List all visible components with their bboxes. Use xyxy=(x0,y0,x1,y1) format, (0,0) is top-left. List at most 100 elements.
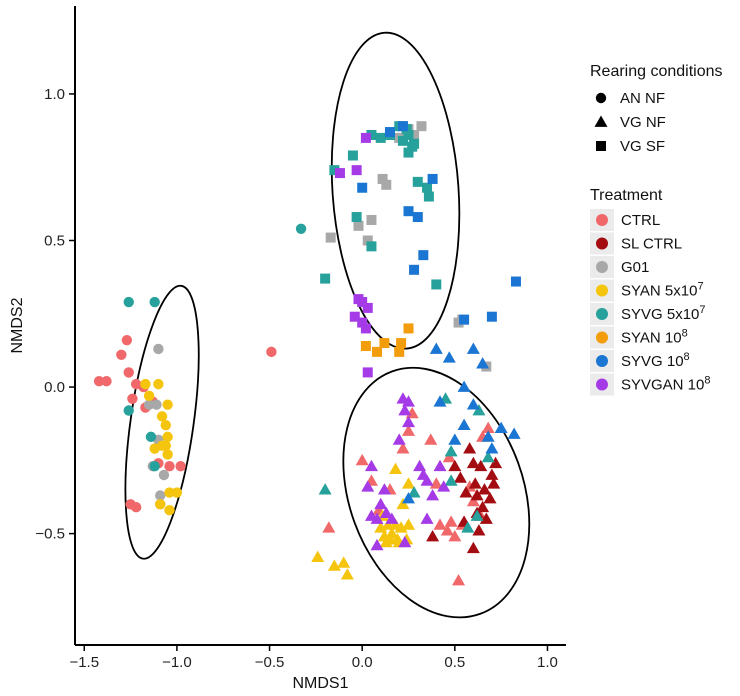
point-syvg8-triangle xyxy=(466,342,480,354)
color-legend-label: CTRL xyxy=(621,212,660,229)
y-tick-label: 0.0 xyxy=(44,379,65,396)
point-syvgan8-square xyxy=(334,168,345,179)
point-syan7-circle xyxy=(156,411,168,422)
point-syvgan8-triangle xyxy=(361,480,375,492)
point-syvg8-square xyxy=(357,182,368,193)
point-syvg8-triangle xyxy=(433,395,447,407)
point-syan7-triangle xyxy=(402,477,416,489)
x-axis-title: NMDS1 xyxy=(292,675,348,692)
point-syvg8-triangle xyxy=(476,357,490,369)
point-syvg8-triangle xyxy=(466,398,480,410)
legend-key-syan7 xyxy=(596,284,608,297)
point-syan8-square xyxy=(396,338,407,349)
point-syvgan8-triangle xyxy=(370,538,384,551)
point-syvgan8-triangle xyxy=(398,535,412,548)
ellipse-vg-sf xyxy=(330,31,461,350)
point-syvgan8-triangle xyxy=(426,489,440,501)
point-syvgan8-square xyxy=(362,367,373,378)
point-syvg8-triangle xyxy=(442,351,456,363)
point-ctrl-triangle xyxy=(440,524,454,536)
point-syvg7-square xyxy=(329,165,340,176)
point-syan7-triangle xyxy=(340,568,354,580)
point-syvgan8-triangle xyxy=(433,459,447,472)
point-ctrl-triangle xyxy=(429,477,443,489)
point-syvg8-square xyxy=(427,173,438,184)
point-syvg7-square xyxy=(422,182,433,193)
point-syvg8-square xyxy=(403,206,414,217)
point-syvg7-triangle xyxy=(318,483,332,495)
point-g01-square xyxy=(377,173,388,184)
point-syan7-triangle xyxy=(374,521,388,533)
point-slctrl-triangle xyxy=(487,477,501,489)
legend-key-syvg8 xyxy=(596,355,608,367)
point-g01-square xyxy=(381,179,392,190)
point-syvgan8-triangle xyxy=(420,512,434,524)
point-ctrl-circle xyxy=(101,375,112,387)
point-syvgan8-triangle xyxy=(385,512,399,524)
point-g01-square xyxy=(362,235,373,246)
point-ctrl-triangle xyxy=(355,453,369,466)
point-syan7-triangle xyxy=(311,550,325,562)
point-syan8-square xyxy=(379,338,390,349)
legend-key-syan8 xyxy=(596,331,608,344)
point-ctrl-circle xyxy=(266,346,277,358)
point-slctrl-triangle xyxy=(466,541,480,554)
point-slctrl-triangle xyxy=(479,512,493,524)
axes: −1.5 −1.0 −0.5 0.0 0.5 1.0 −0.5 0.0 0.5 1.0 NMDS… xyxy=(9,6,566,692)
point-syvg7-square xyxy=(397,135,408,146)
point-syan7-circle xyxy=(155,499,166,510)
point-syan8-square xyxy=(372,346,383,357)
point-syvg7-triangle xyxy=(444,445,458,457)
point-g01-square xyxy=(409,129,420,140)
point-ctrl-circle xyxy=(175,460,186,472)
color-legend-label: SYAN 5x107 xyxy=(621,281,704,300)
point-slctrl-triangle xyxy=(448,459,462,472)
point-syvgan8-triangle xyxy=(379,506,393,518)
point-syvg7-square xyxy=(351,212,362,223)
x-ticks: −1.5 −1.0 −0.5 0.0 0.5 1.0 xyxy=(69,645,558,671)
point-g01-circle xyxy=(143,399,155,410)
point-syvg8-square xyxy=(397,121,408,132)
point-slctrl-triangle xyxy=(466,456,480,469)
point-syvgan8-square xyxy=(349,311,360,322)
x-tick-label: −1.0 xyxy=(162,654,192,671)
point-slctrl-triangle xyxy=(474,459,488,472)
color-legend-label: SYAN 108 xyxy=(621,328,688,347)
point-syvg7-square xyxy=(431,279,442,290)
point-slctrl-triangle xyxy=(476,500,490,513)
point-syan7-circle xyxy=(171,487,183,498)
point-g01-circle xyxy=(153,343,164,355)
y-axis-title: NMDS2 xyxy=(9,297,26,353)
points-layer xyxy=(93,121,521,586)
point-ctrl-circle xyxy=(93,375,105,387)
point-ctrl-circle xyxy=(121,334,133,346)
point-syan7-circle xyxy=(149,443,160,454)
point-syvgan8-square xyxy=(357,317,368,328)
point-syvg7-square xyxy=(366,241,377,252)
point-ctrl-circle xyxy=(116,349,127,361)
point-syvg7-square xyxy=(366,129,377,140)
x-tick-label: −1.5 xyxy=(69,654,99,671)
x-tick-label: 0.5 xyxy=(444,654,465,671)
point-g01-square xyxy=(325,232,336,243)
point-syvgan8-square xyxy=(360,132,371,143)
color-legend-label: SYVG 5x107 xyxy=(621,304,706,323)
point-ctrl-triangle xyxy=(433,518,447,530)
point-ctrl-triangle xyxy=(322,521,336,533)
point-syvg7-circle xyxy=(149,460,160,472)
point-syvg7-triangle xyxy=(407,486,421,498)
point-syvg8-triangle xyxy=(448,433,462,445)
point-syvgan8-triangle xyxy=(437,480,451,492)
point-syan7-circle xyxy=(153,378,164,390)
point-syvgan8-triangle xyxy=(364,459,378,472)
legend-key-circle xyxy=(595,92,607,104)
point-syvg8-square xyxy=(418,250,429,261)
point-ctrl-triangle xyxy=(442,450,456,463)
point-ctrl-circle xyxy=(164,460,175,472)
point-slctrl-triangle xyxy=(459,486,473,498)
point-syvgan8-square xyxy=(351,165,362,176)
point-syvg8-square xyxy=(409,264,420,275)
point-syvgan8-triangle xyxy=(402,395,416,407)
point-g01-circle xyxy=(158,469,170,481)
point-syvg8-triangle xyxy=(402,491,416,504)
